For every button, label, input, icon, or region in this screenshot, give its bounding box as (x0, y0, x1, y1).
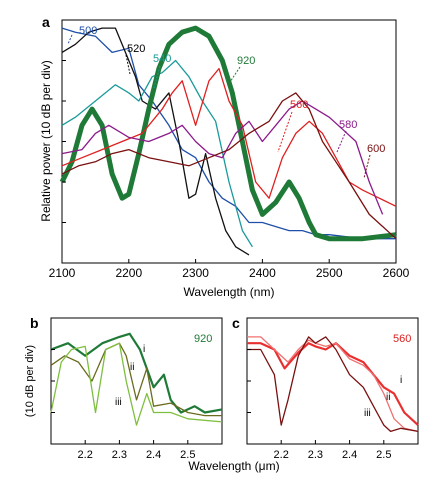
panel-a-x-tick-label: 2500 (316, 266, 343, 280)
label-520: 520 (127, 43, 145, 55)
panel-a-series-600 (61, 92, 397, 240)
panel-b-tag: 920 (194, 333, 212, 345)
label-920-arrow (229, 66, 241, 83)
panel-a-ticks: 2100 2200 2300 2400 2500 2600 (49, 60, 410, 280)
panel-a-x-tick-label: 2400 (249, 266, 276, 280)
panel-b-x-tick-label: 2.4 (146, 449, 161, 461)
panel-b-series-i (50, 332, 223, 414)
panel-c-label-ii: ii (386, 392, 390, 403)
label-580-arrow (336, 130, 347, 153)
label-500: 500 (79, 25, 97, 37)
label-540-arrow (153, 65, 161, 89)
panel-a-x-tick-label: 2600 (383, 266, 410, 280)
panel-c-label-i: i (400, 375, 402, 386)
panel-b: 2.2 2.3 2.4 2.5 (10 dB per div) 920 i ii ii… (24, 317, 223, 461)
panel-b-label-ii: ii (130, 362, 134, 373)
label-600-arrow (363, 154, 371, 179)
panel-a-series-560 (61, 67, 397, 207)
panel-c-tag: 560 (393, 333, 411, 345)
panel-a-y-axis-label: Relative power (10 dB per div) (39, 60, 53, 221)
panel-a: 2100 2200 2300 2400 2500 2600 Wavelength (nm)… (39, 19, 410, 299)
panel-c-x-tick-label: 2.3 (308, 449, 323, 461)
panel-a-x-tick-label: 2200 (115, 266, 142, 280)
panel-c: 2.2 2.3 2.4 2.5 Wavelength (μm) 560 i ii ii… (188, 317, 419, 473)
panel-a-letter: a (42, 14, 50, 30)
panel-c-x-axis-label: Wavelength (μm) (188, 459, 279, 473)
label-580: 580 (339, 119, 357, 131)
panel-b-x-tick-label: 2.3 (112, 449, 127, 461)
panel-b-series-ii (50, 342, 222, 417)
panel-c-series-i (247, 342, 419, 426)
panel-c-x-tick-label: 2.2 (274, 449, 289, 461)
panel-b-series-iii (50, 342, 223, 426)
panel-b-ticks: 2.2 2.3 2.4 2.5 (51, 349, 195, 461)
panel-b-series (50, 332, 223, 426)
panel-c-x-tick-label: 2.5 (376, 449, 391, 461)
label-500-arrow (67, 34, 73, 45)
label-560-arrow (277, 111, 293, 153)
label-560: 560 (290, 99, 308, 111)
panel-a-series (59, 25, 397, 256)
panel-b-letter: b (30, 315, 39, 331)
panel-c-series-iii (247, 336, 419, 433)
panel-a-series-580 (61, 100, 384, 215)
panel-a-frame (61, 19, 397, 264)
panel-a-series-500 (61, 27, 396, 240)
panel-c-series-ii (247, 336, 419, 433)
panel-c-series (247, 336, 419, 433)
panel-c-letter: c (232, 315, 240, 331)
panel-c-x-tick-label: 2.4 (342, 449, 357, 461)
panel-a-series-520 (61, 27, 250, 256)
panel-c-label-iii: iii (364, 408, 371, 419)
label-600: 600 (367, 143, 385, 155)
panel-b-label-i: i (143, 344, 145, 355)
panel-b-x-tick-label: 2.2 (78, 449, 93, 461)
panel-a-x-tick-label: 2300 (182, 266, 209, 280)
panel-a-x-axis-label: Wavelength (nm) (184, 285, 275, 299)
panel-a-series-920 (59, 25, 397, 242)
panel-c-ticks: 2.2 2.3 2.4 2.5 (247, 349, 391, 461)
label-920: 920 (237, 55, 255, 67)
panel-b-y-axis-label: (10 dB per div) (24, 345, 36, 417)
panel-b-x-tick-label: 2.5 (180, 449, 195, 461)
panel-a-x-tick-label: 2100 (49, 266, 76, 280)
panel-b-label-iii: iii (115, 397, 122, 408)
panel-a-series-540 (61, 59, 253, 248)
label-540: 540 (153, 53, 171, 65)
panel-a-annotations: 500 520 540 920 560 580 600 (67, 25, 385, 179)
